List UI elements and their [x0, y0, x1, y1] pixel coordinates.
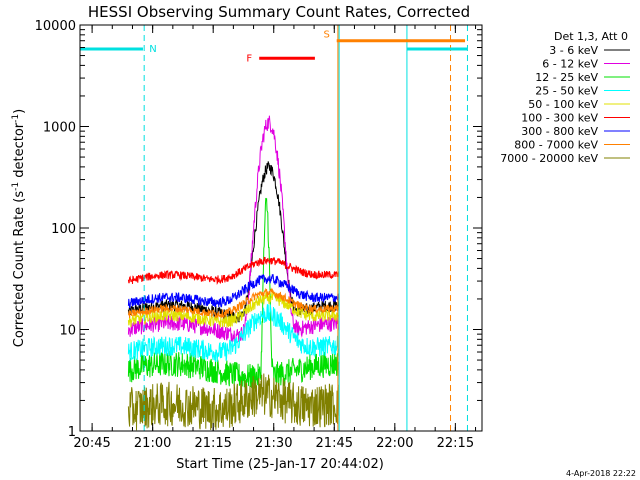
legend-header: Det 1,3, Att 0: [554, 30, 628, 43]
series-line-8: [127, 373, 340, 431]
x-tick-label-0: 20:45: [73, 436, 110, 451]
chart-title: HESSI Observing Summary Count Rates, Cor…: [88, 3, 470, 21]
x-axis-label: Start Time (25-Jan-17 20:44:02): [176, 457, 384, 472]
series-line-5: [127, 256, 340, 285]
y-tick-label-4: 10000: [35, 19, 76, 34]
legend-label-4: 50 - 100 keV: [528, 98, 598, 111]
legend-label-8: 7000 - 20000 keV: [500, 152, 598, 165]
series-line-6: [127, 273, 340, 309]
flag-layer: N F S: [79, 25, 468, 431]
x-tick-label-1: 21:00: [134, 436, 171, 451]
flag-label-F: F: [246, 53, 252, 64]
legend-label-5: 100 - 300 keV: [521, 112, 598, 125]
series-line-2: [127, 197, 340, 389]
legend-label-1: 6 - 12 keV: [542, 58, 598, 71]
y-tick-label-1: 10: [59, 324, 76, 339]
x-tick-label-5: 22:00: [376, 436, 413, 451]
series-line-4: [127, 290, 340, 328]
series-layer: [127, 115, 340, 431]
series-line-1: [127, 115, 340, 344]
flag-label-N: N: [149, 44, 156, 55]
x-tick-label-4: 21:45: [316, 436, 353, 451]
y-axis-label: Corrected Count Rate (s-1 detector-1): [11, 109, 27, 347]
flag-label-S: S: [324, 30, 330, 41]
y-tick-label-2: 100: [51, 222, 76, 237]
legend-label-0: 3 - 6 keV: [549, 44, 598, 57]
y-tick-label-3: 1000: [43, 121, 76, 136]
x-tick-label-6: 22:15: [437, 436, 474, 451]
series-line-3: [127, 304, 340, 362]
legend-label-3: 25 - 50 keV: [535, 85, 598, 98]
axis-layer: 20:45 21:00 21:15 21:30 21:45 22:00 22:15 1 10 10…: [35, 19, 482, 451]
y-tick-label-0: 1: [68, 425, 76, 440]
x-tick-label-2: 21:15: [194, 436, 231, 451]
legend-label-6: 300 - 800 keV: [521, 125, 598, 138]
legend-label-7: 800 - 7000 keV: [514, 139, 598, 152]
footer-date: 4-Apr-2018 22:22: [566, 469, 636, 478]
series-line-7: [127, 287, 340, 319]
legend-label-2: 12 - 25 keV: [535, 71, 598, 84]
x-tick-label-3: 21:30: [255, 436, 292, 451]
